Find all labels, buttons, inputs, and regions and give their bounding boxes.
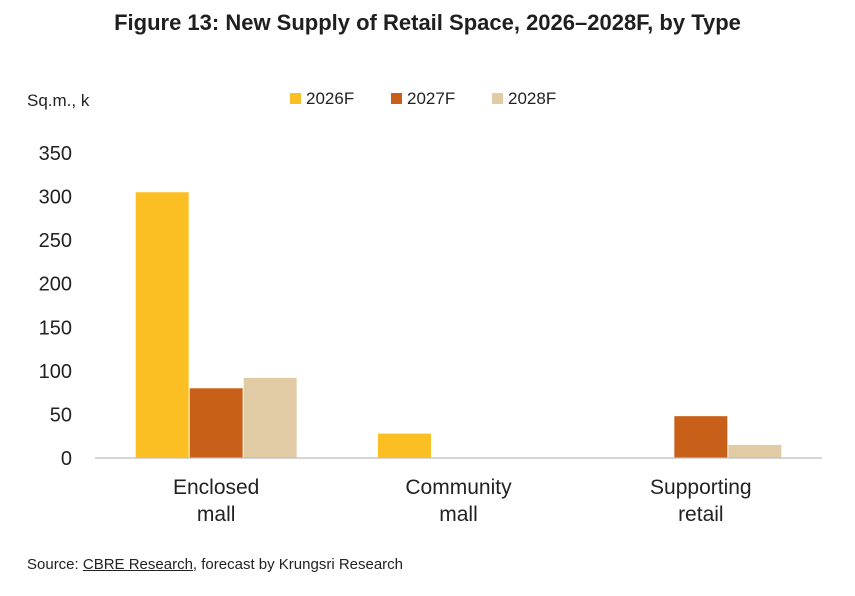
x-tick-label: Community: [405, 476, 512, 499]
x-tick-label: retail: [678, 503, 724, 526]
bar-2026F: [135, 192, 189, 458]
source-link[interactable]: CBRE Research: [82, 556, 193, 573]
bar-2027F: [189, 388, 243, 458]
y-axis-label: Sq.m., k: [27, 91, 90, 110]
legend: 2026F 2027F 2028F: [290, 89, 556, 108]
x-tick-label: mall: [439, 503, 478, 526]
y-tick-label: 100: [39, 361, 72, 383]
legend-swatch-2028F: [492, 93, 503, 104]
legend-swatch-2026F: [290, 93, 301, 104]
x-tick-label: Enclosed: [173, 476, 259, 499]
legend-label: 2028F: [508, 89, 556, 108]
y-tick-label: 0: [61, 448, 72, 470]
bars: [135, 192, 782, 458]
source-suffix: , forecast by Krungsri Research: [192, 556, 404, 573]
bar-2028F: [243, 377, 297, 458]
y-tick-label: 350: [39, 143, 72, 165]
source-note: Source: CBRE Research, forecast by Krung…: [27, 556, 403, 573]
y-tick-label: 50: [50, 404, 72, 426]
legend-label: 2026F: [306, 89, 354, 108]
x-axis: Enclosed mall Community mall Supporting retai…: [173, 476, 752, 526]
bar-2027F: [674, 416, 728, 458]
y-tick-label: 300: [39, 187, 72, 209]
bar-2028F: [728, 444, 782, 458]
legend-label: 2027F: [407, 89, 455, 108]
x-tick-label: mall: [197, 503, 236, 526]
y-tick-label: 150: [39, 317, 72, 339]
y-tick-label: 250: [39, 230, 72, 252]
bar-chart: Sq.m., k 2026F 2027F 2028F 0 50 100 150 200 250…: [27, 89, 822, 526]
legend-swatch-2027F: [391, 93, 402, 104]
chart-title: Figure 13: New Supply of Retail Space, 2…: [114, 10, 741, 35]
y-axis: 0 50 100 150 200 250 300 350: [39, 143, 72, 470]
bar-2026F: [378, 433, 431, 458]
y-tick-label: 200: [39, 274, 72, 296]
source-prefix: Source:: [27, 556, 83, 573]
x-tick-label: Supporting: [650, 476, 752, 499]
